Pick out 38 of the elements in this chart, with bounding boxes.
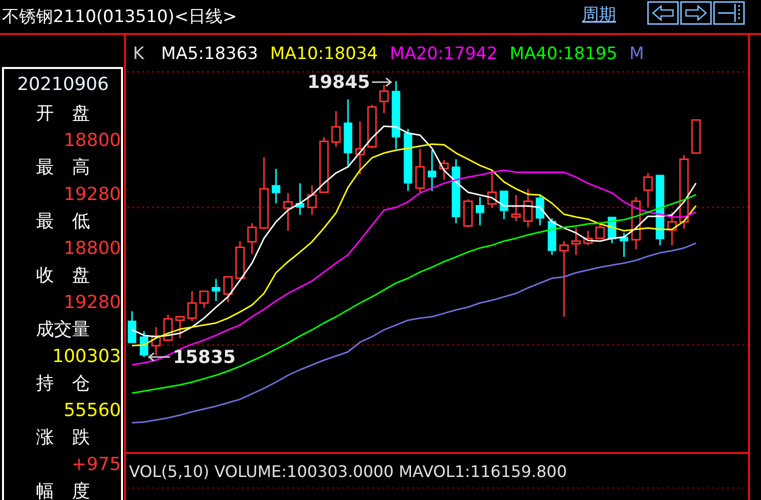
candlestick [272,168,280,204]
candlestick [307,184,317,216]
candlestick [355,120,365,176]
candlestick [571,226,581,256]
text: 19280 [64,292,121,313]
candlestick [212,278,220,302]
candlestick [392,80,400,150]
text: 20210906 [17,74,109,95]
text: 周期 [582,5,616,25]
text: 幅 度 [36,481,90,500]
text: 19280 [64,184,121,205]
text: MA10:18034 [270,44,378,64]
text: 最 高 [36,157,90,178]
candlestick [428,150,436,192]
text: M [629,44,644,64]
legend-title: K [133,44,145,64]
text: 成交量 [36,319,90,340]
annotation: 19845 [307,72,370,94]
text: 18800 [64,130,121,151]
text: MA40:18195 [510,44,618,64]
text: +975 [72,454,121,475]
text: 涨 跌 [36,427,90,448]
text: 55560 [64,400,121,421]
candlestick [151,326,161,356]
text: 开 盘 [36,103,90,124]
annotation: 15835 [173,347,236,368]
chart-title: 不锈钢2110(013510)<日线> [2,7,237,27]
text: VOL(5,10) VOLUME:100303.0000 MAVOL1:116159.800 [129,462,567,481]
text: 持 仓 [36,373,90,394]
candlestick [476,196,484,226]
text: 100303 [52,346,121,367]
candlestick [667,211,677,246]
text: MA5:18363 [161,44,258,64]
text: 18800 [64,238,121,259]
text: MA20:17942 [390,44,498,64]
text: 最 低 [36,211,90,232]
candlestick [344,98,352,166]
text: 收 盘 [36,265,90,286]
